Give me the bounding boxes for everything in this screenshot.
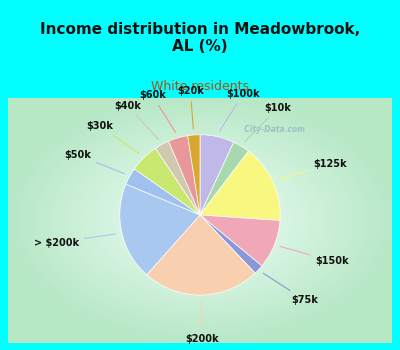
- Text: $50k: $50k: [64, 150, 124, 174]
- Text: $200k: $200k: [185, 301, 219, 344]
- Text: $60k: $60k: [139, 90, 176, 132]
- Wedge shape: [188, 135, 200, 215]
- Wedge shape: [200, 215, 262, 273]
- Text: > $200k: > $200k: [34, 234, 116, 247]
- Text: $10k: $10k: [245, 104, 291, 141]
- Text: $125k: $125k: [279, 159, 347, 180]
- Text: $40k: $40k: [114, 100, 158, 140]
- Wedge shape: [200, 215, 280, 266]
- Text: $75k: $75k: [263, 273, 318, 305]
- Text: City-Data.com: City-Data.com: [239, 125, 305, 134]
- Wedge shape: [200, 151, 280, 220]
- Text: $150k: $150k: [280, 246, 349, 266]
- Text: White residents: White residents: [151, 80, 249, 93]
- Text: $30k: $30k: [86, 121, 140, 154]
- Text: Income distribution in Meadowbrook,
AL (%): Income distribution in Meadowbrook, AL (…: [40, 22, 360, 54]
- Text: $20k: $20k: [177, 86, 204, 129]
- Wedge shape: [156, 141, 200, 215]
- Text: $100k: $100k: [220, 89, 260, 131]
- Wedge shape: [200, 142, 248, 215]
- Wedge shape: [200, 135, 234, 215]
- Wedge shape: [126, 169, 200, 215]
- Wedge shape: [134, 148, 200, 215]
- Wedge shape: [147, 215, 255, 295]
- Wedge shape: [120, 184, 200, 275]
- Wedge shape: [169, 136, 200, 215]
